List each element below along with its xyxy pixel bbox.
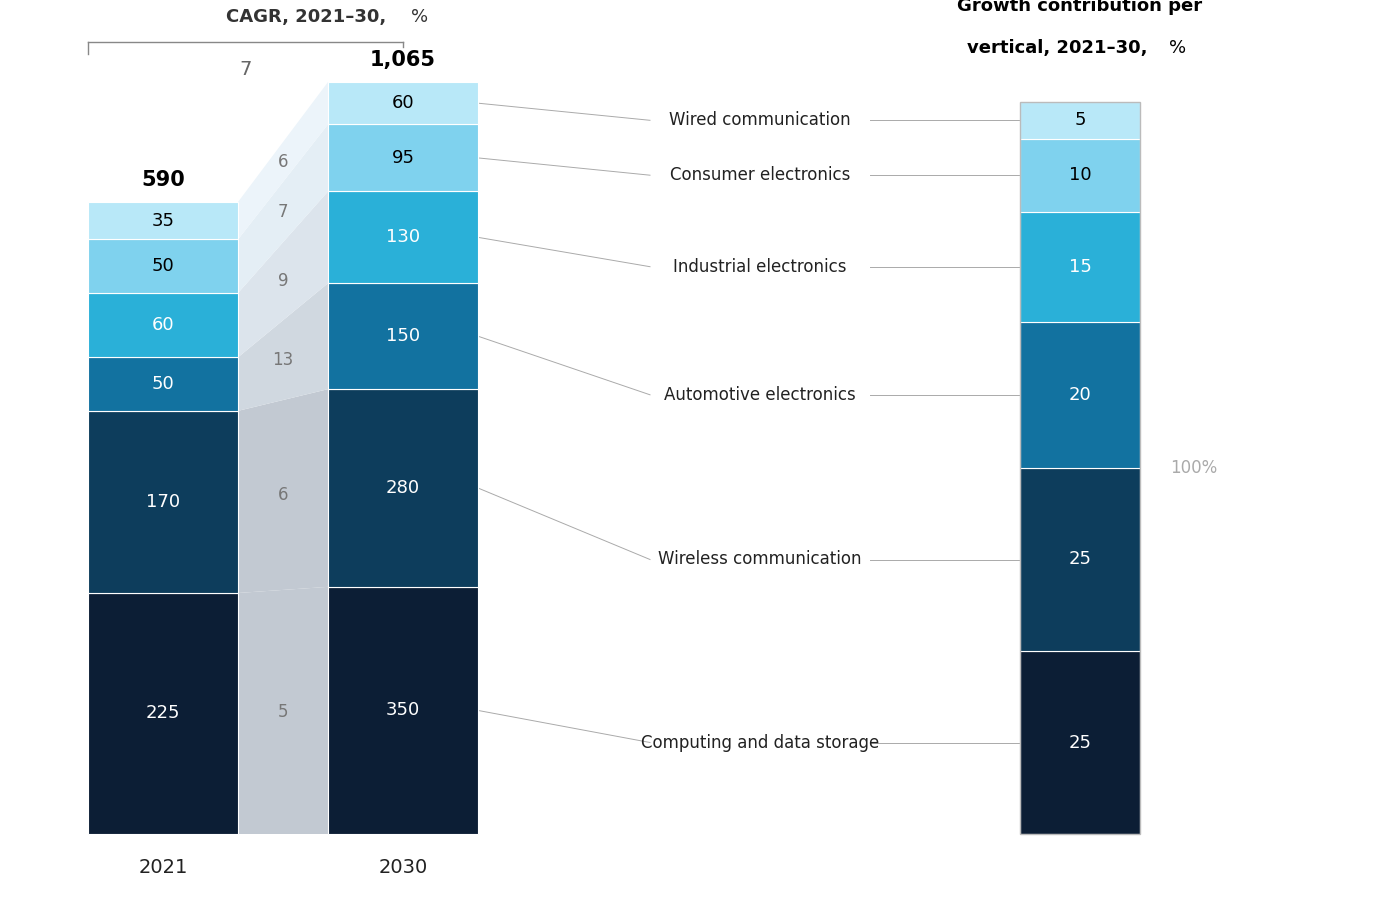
- Text: 25: 25: [1068, 550, 1092, 569]
- Text: 6: 6: [277, 486, 288, 504]
- Text: Growth contribution per: Growth contribution per: [958, 0, 1202, 15]
- Text: 6: 6: [277, 153, 288, 171]
- Bar: [328, 192, 477, 283]
- Bar: [1020, 138, 1140, 212]
- Text: Wireless communication: Wireless communication: [658, 550, 861, 569]
- Text: 50: 50: [152, 257, 174, 276]
- Polygon shape: [237, 192, 328, 358]
- Bar: [88, 593, 237, 834]
- Text: 35: 35: [152, 212, 174, 230]
- Text: 100%: 100%: [1170, 459, 1217, 477]
- Bar: [1020, 102, 1140, 138]
- Text: 50: 50: [152, 375, 174, 393]
- Text: 5: 5: [277, 703, 288, 721]
- Text: 20: 20: [1068, 385, 1092, 404]
- Text: 7: 7: [277, 203, 288, 221]
- Bar: [88, 411, 237, 593]
- Text: 2030: 2030: [378, 857, 428, 877]
- Text: 15: 15: [1068, 258, 1092, 276]
- Text: 150: 150: [386, 327, 420, 345]
- Text: %: %: [410, 8, 428, 26]
- Bar: [328, 82, 477, 124]
- Bar: [328, 124, 477, 192]
- Polygon shape: [237, 587, 328, 834]
- Text: 170: 170: [146, 493, 179, 511]
- Polygon shape: [237, 82, 328, 240]
- Bar: [1020, 212, 1140, 322]
- Text: 280: 280: [386, 479, 420, 497]
- Bar: [1020, 322, 1140, 468]
- Text: 95: 95: [392, 149, 414, 167]
- Text: Computing and data storage: Computing and data storage: [640, 734, 879, 751]
- Bar: [88, 240, 237, 293]
- Text: 130: 130: [386, 229, 420, 246]
- Text: 13: 13: [272, 351, 294, 369]
- Bar: [1020, 651, 1140, 834]
- Text: 2021: 2021: [138, 857, 188, 877]
- Bar: [88, 202, 237, 240]
- Text: CAGR, 2021–30,: CAGR, 2021–30,: [225, 8, 392, 26]
- Text: 60: 60: [152, 316, 174, 334]
- Text: 10: 10: [1068, 166, 1092, 184]
- Text: 590: 590: [141, 170, 185, 190]
- Bar: [88, 358, 237, 411]
- Text: 1,065: 1,065: [370, 50, 436, 70]
- Bar: [1020, 102, 1140, 834]
- Polygon shape: [237, 124, 328, 293]
- Polygon shape: [237, 283, 328, 411]
- Text: %: %: [1169, 39, 1187, 57]
- Text: Automotive electronics: Automotive electronics: [664, 385, 856, 404]
- Text: vertical, 2021–30,: vertical, 2021–30,: [966, 39, 1154, 57]
- Text: 60: 60: [392, 94, 414, 112]
- Polygon shape: [237, 389, 328, 593]
- Text: Industrial electronics: Industrial electronics: [673, 258, 847, 276]
- Bar: [328, 587, 477, 834]
- Text: 225: 225: [146, 704, 181, 723]
- Bar: [1020, 468, 1140, 651]
- Bar: [328, 283, 477, 389]
- Text: 5: 5: [1074, 112, 1086, 129]
- Text: Consumer electronics: Consumer electronics: [669, 166, 850, 184]
- Text: 25: 25: [1068, 734, 1092, 751]
- Bar: [88, 293, 237, 358]
- Text: Wired communication: Wired communication: [669, 112, 851, 129]
- Text: 350: 350: [386, 702, 420, 719]
- Text: 7: 7: [239, 61, 251, 79]
- Text: 9: 9: [277, 272, 288, 290]
- Bar: [328, 389, 477, 587]
